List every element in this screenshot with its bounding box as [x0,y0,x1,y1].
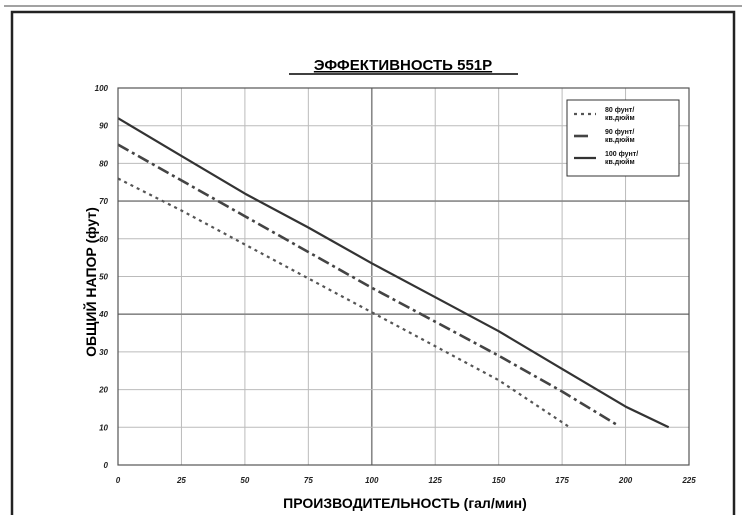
y-tick-label: 100 [95,84,109,93]
legend: 80 фунт/кв.дюйм 90 фунт/кв.дюйм 100 фунт/к… [566,99,680,177]
y-tick-label: 20 [98,386,108,395]
y-tick-label: 70 [99,197,108,206]
x-tick-label: 0 [116,476,121,485]
y-tick-label: 90 [99,122,108,131]
x-tick-label: 75 [304,476,313,485]
y-tick-label: 40 [98,310,108,319]
y-tick-label: 10 [99,423,108,432]
x-tick-label: 100 [365,476,379,485]
y-tick-label: 50 [99,273,108,282]
x-tick-label: 125 [429,476,443,485]
legend-label-1: 80 фунт/кв.дюйм [605,107,635,122]
x-axis-label: ПРОИЗВОДИТЕЛЬНОСТЬ (гал/мин) [283,495,527,511]
series-line-3 [117,117,670,429]
y-tick-label: 80 [99,159,108,168]
x-tick-label: 175 [555,476,569,485]
y-tick-labels: 0 10 20 30 40 50 60 70 80 90 100 [95,84,109,470]
series-line-2 [117,143,619,427]
y-axis-label: ОБЩИЙ НАПОР (фут) [82,207,99,357]
x-tick-label: 200 [618,476,633,485]
y-tick-label: 30 [99,348,108,357]
series-lines [117,117,670,429]
x-tick-label: 50 [240,476,249,485]
y-tick-label: 60 [99,235,108,244]
plot-area-border [117,87,690,466]
chart-title: ЭФФЕКТИВНОСТЬ 551P [314,57,492,74]
figure-border [10,10,736,515]
x-tick-label: 225 [681,476,696,485]
legend-label-3: 100 фунт/кв.дюйм [605,151,638,166]
x-tick-label: 150 [492,476,506,485]
x-tick-labels: 0 25 50 75 100 125 150 175 200 225 [116,476,696,485]
legend-box [566,99,680,177]
y-tick-label: 0 [104,461,109,470]
legend-label-2: 90 фунт/кв.дюйм [605,129,635,144]
x-tick-label: 25 [176,476,186,485]
